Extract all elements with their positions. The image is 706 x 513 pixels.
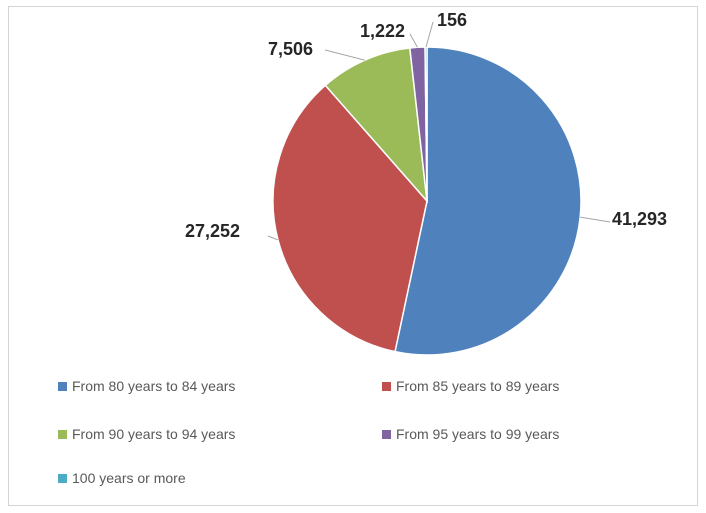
pie-slices <box>272 46 582 356</box>
data-label-95-99: 1,222 <box>360 21 405 41</box>
legend-label: From 85 years to 89 years <box>396 378 560 394</box>
legend-swatch <box>58 381 67 391</box>
legend-label: From 80 years to 84 years <box>72 378 236 394</box>
legend-item-80-84: From 80 years to 84 years <box>58 378 235 394</box>
leader-line <box>580 216 611 223</box>
legend: From 80 years to 84 years From 85 years … <box>58 374 658 494</box>
legend-swatch <box>58 429 67 439</box>
pie-slice-85-89 <box>272 84 428 353</box>
leader-line <box>324 49 365 61</box>
legend-item-95-99: From 95 years to 99 years <box>382 426 559 442</box>
leader-line <box>425 21 434 48</box>
data-label-80-84: 41,293 <box>612 209 667 229</box>
leader-lines <box>267 21 611 241</box>
data-labels: 41,293 27,252 7,506 1,222 156 <box>185 10 667 241</box>
data-label-90-94: 7,506 <box>268 39 313 59</box>
leader-line <box>267 235 279 241</box>
legend-item-90-94: From 90 years to 94 years <box>58 426 235 442</box>
data-label-100-plus: 156 <box>437 10 467 30</box>
legend-label: 100 years or more <box>72 470 186 486</box>
legend-swatch <box>382 381 391 391</box>
legend-item-100-plus: 100 years or more <box>58 470 186 486</box>
legend-label: From 90 years to 94 years <box>72 426 236 442</box>
leader-line <box>409 33 418 48</box>
legend-item-85-89: From 85 years to 89 years <box>382 378 559 394</box>
data-label-85-89: 27,252 <box>185 221 240 241</box>
legend-label: From 95 years to 99 years <box>396 426 560 442</box>
legend-swatch <box>58 473 67 483</box>
legend-swatch <box>382 429 391 439</box>
